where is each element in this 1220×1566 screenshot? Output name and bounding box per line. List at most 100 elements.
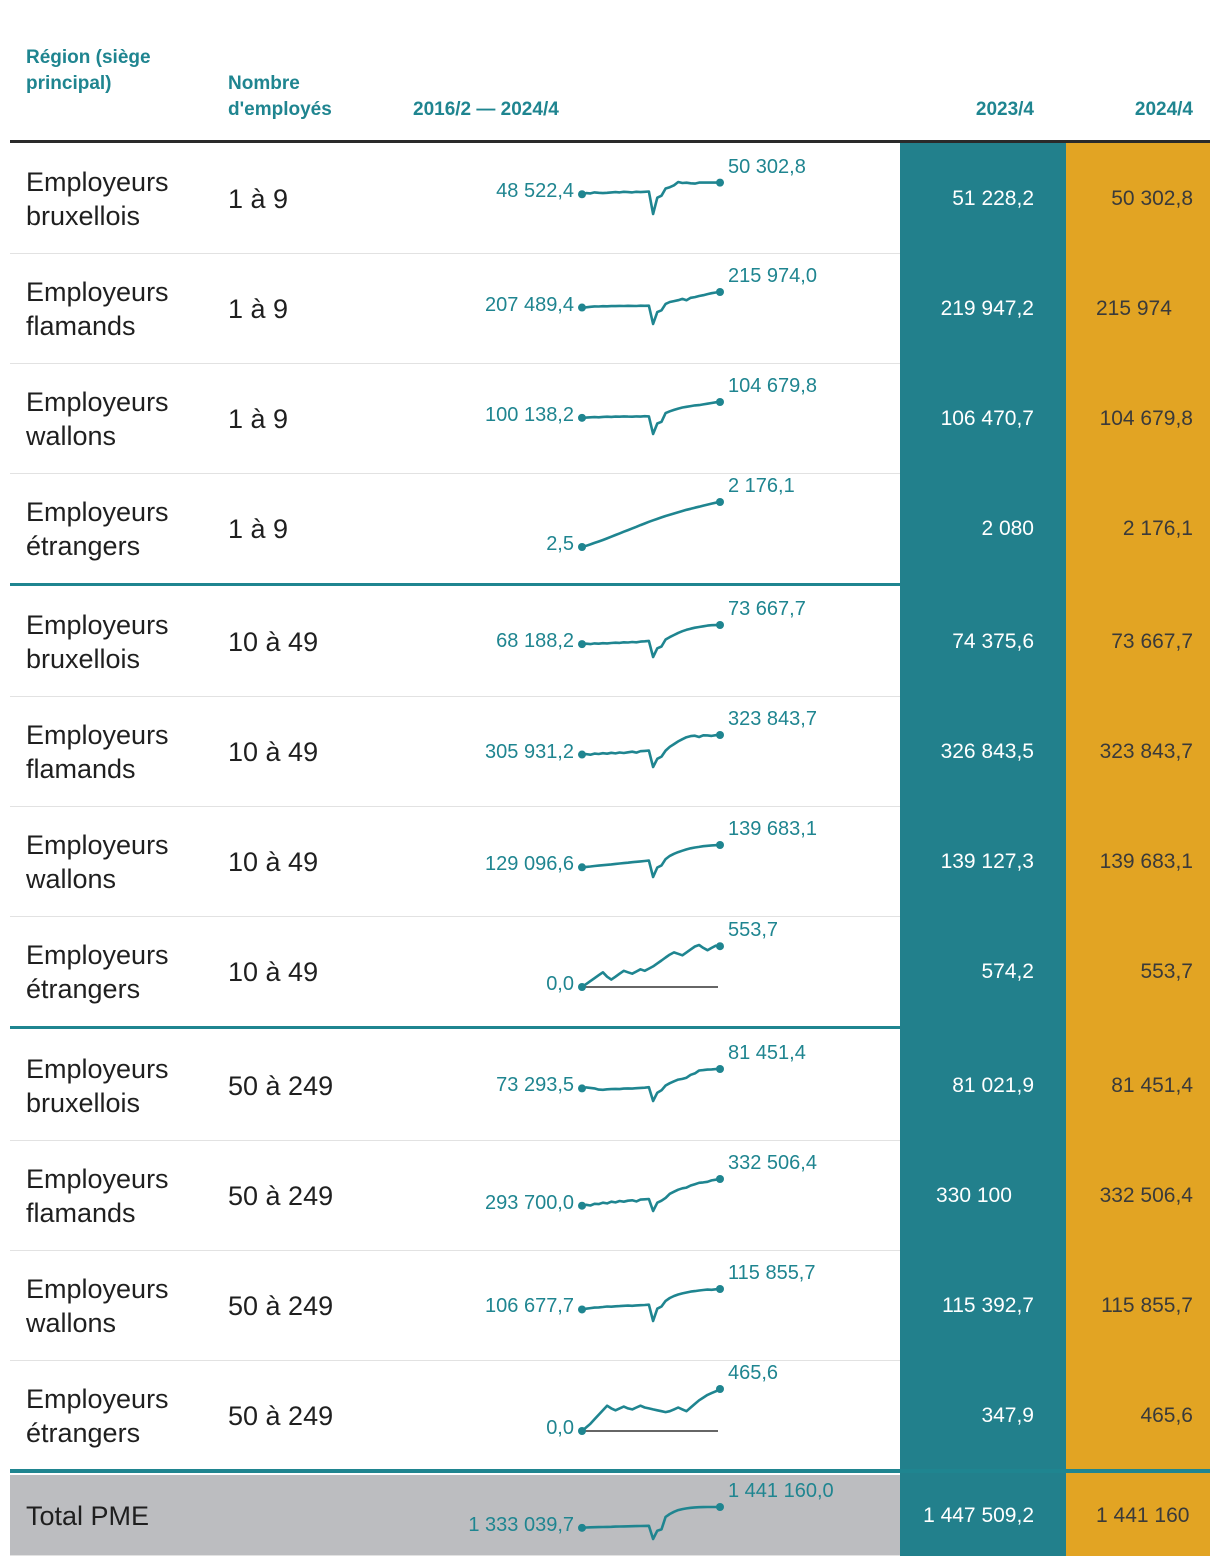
table-row: Employeurs wallons 10 à 49 129 096,6 139 68… [10, 807, 1210, 917]
region-cell: Employeurs flamands [26, 277, 169, 341]
header-divider [10, 140, 1210, 143]
sparkline-line [581, 1287, 721, 1323]
region-cell: Employeurs wallons [26, 387, 169, 451]
table-row: Employeurs bruxellois 50 à 249 73 293,5 81 … [10, 1031, 1210, 1141]
sparkline [578, 731, 724, 769]
sparkline-cell: 100 138,2 104 679,8 [470, 364, 830, 474]
sparkline-end-label: 332 506,4 [728, 1152, 817, 1174]
sparkline-line [581, 1177, 721, 1213]
value-2023-4: 81 021,9 [952, 1074, 1034, 1097]
sparkline-end-label: 115 855,7 [728, 1262, 816, 1284]
sparkline-end-dot [716, 841, 724, 849]
sparkline [578, 178, 724, 216]
sparkline-start-dot [578, 983, 586, 991]
sparkline-end-dot [716, 1385, 724, 1393]
value-2023-4: 330 100 [936, 1184, 1012, 1207]
sparkline [578, 398, 724, 436]
value-2024-4: 81 451,4 [1111, 1074, 1193, 1097]
group-separator [10, 583, 900, 586]
sparkline-end-dot [716, 178, 724, 187]
sparkline-cell: 305 931,2 323 843,7 [470, 697, 830, 807]
employees-cell: 50 à 249 [228, 1400, 334, 1431]
sparkline-line [581, 1387, 721, 1432]
sparkline-start-label: 68 188,2 [496, 630, 574, 653]
sparkline-start-label: 2,5 [546, 533, 574, 555]
sparkline-line [581, 1505, 720, 1541]
value-2024-4: 115 855,7 [1101, 1294, 1193, 1317]
sparkline-line [581, 290, 721, 326]
row-separator [10, 473, 900, 474]
sparkline-start-label: 0,0 [546, 1417, 574, 1439]
sparkline [578, 1285, 724, 1323]
header-employees: Nombre d'employés [228, 73, 332, 120]
value-2023-4: 574,2 [981, 960, 1034, 983]
sparkline [578, 942, 724, 991]
total-row: Total PME 1 333 039,7 1 441 160,0 1 447 509… [10, 1475, 1210, 1556]
group-separator [10, 1026, 900, 1029]
sparkline-start-dot [578, 1427, 586, 1435]
sparkline-start-dot [578, 640, 586, 649]
row-separator [10, 1360, 900, 1361]
value-2023-4: 326 843,5 [940, 740, 1034, 763]
value-2024-4: 139 683,1 [1099, 850, 1193, 873]
value-2024-4: 1 441 160 [1096, 1503, 1190, 1527]
sparkline-cell: 0,0 553,7 [470, 917, 830, 1027]
sparkline-cell: 207 489,4 215 974,0 [470, 254, 830, 364]
sparkline-end-dot [716, 1285, 724, 1293]
sparkline-end-label: 81 451,4 [728, 1042, 806, 1064]
sparkline-start-label: 100 138,2 [485, 403, 574, 426]
value-2024-4: 104 679,8 [1099, 407, 1193, 430]
header-2024-4: 2024/4 [1134, 99, 1193, 120]
sparkline-cell: 48 522,4 50 302,8 [470, 144, 830, 254]
sparkline-start-label: 305 931,2 [485, 740, 574, 763]
sparkline-line [581, 400, 721, 436]
sparkline-line [581, 943, 721, 989]
sparkline-start-label: 106 677,7 [485, 1295, 574, 1318]
sparkline [578, 1065, 724, 1103]
sparkline-line [581, 180, 720, 216]
row-separator [10, 1555, 900, 1556]
sparkline-line [581, 843, 721, 879]
sparkline-start-dot [578, 543, 586, 551]
table-row: Employeurs bruxellois 1 à 9 48 522,4 50 302… [10, 144, 1210, 254]
sparkline-end-label: 73 667,7 [728, 598, 806, 620]
sparkline-start-dot [578, 413, 586, 422]
sparkline [578, 498, 724, 551]
sparkline [578, 621, 724, 659]
table-row: Employeurs étrangers 1 à 9 2,5 2 176,1 2 080… [10, 474, 1210, 586]
sparkline-end-dot [716, 398, 724, 406]
header-region: Région (siège principal) [26, 47, 151, 94]
table-row: Employeurs bruxellois 10 à 49 68 188,2 73 6… [10, 587, 1210, 697]
table-row: Employeurs flamands 10 à 49 305 931,2 323 8… [10, 697, 1210, 807]
region-cell: Employeurs bruxellois [26, 610, 169, 674]
region-cell: Employeurs bruxellois [26, 1054, 169, 1118]
employees-cell: 50 à 249 [228, 1070, 334, 1101]
sparkline-start-label: 48 522,4 [496, 180, 574, 203]
region-cell: Employeurs étrangers [26, 497, 169, 561]
sparkline-end-dot [716, 942, 724, 951]
sparkline-end-dot [716, 731, 724, 739]
row-separator [10, 806, 900, 807]
value-2023-4: 347,9 [981, 1404, 1034, 1427]
sparkline-end-label: 139 683,1 [728, 818, 817, 840]
sparkline-end-dot [716, 1503, 724, 1511]
sparkline-cell: 129 096,6 139 683,1 [470, 807, 830, 917]
value-2024-4: 553,7 [1140, 960, 1193, 983]
sparkline-end-dot [716, 1065, 724, 1073]
sparkline [578, 1385, 724, 1435]
sparkline-end-label: 2 176,1 [728, 475, 795, 497]
region-cell: Employeurs flamands [26, 1164, 169, 1228]
sparkline-start-dot [578, 750, 586, 759]
value-2024-4: 465,6 [1140, 1404, 1193, 1427]
employees-cell: 1 à 9 [228, 293, 289, 324]
employees-cell: 10 à 49 [228, 736, 319, 767]
sparkline-line [581, 1067, 721, 1103]
region-cell: Employeurs étrangers [26, 1384, 169, 1448]
sparkline-start-dot [578, 1084, 586, 1093]
value-2023-4: 1 447 509,2 [923, 1503, 1034, 1527]
header-range: 2016/2 — 2024/4 [413, 99, 559, 120]
value-2023-4: 219 947,2 [940, 297, 1034, 320]
region-cell: Total PME [26, 1500, 150, 1531]
sparkline-end-label: 465,6 [728, 1362, 779, 1384]
employees-cell: 10 à 49 [228, 956, 319, 987]
